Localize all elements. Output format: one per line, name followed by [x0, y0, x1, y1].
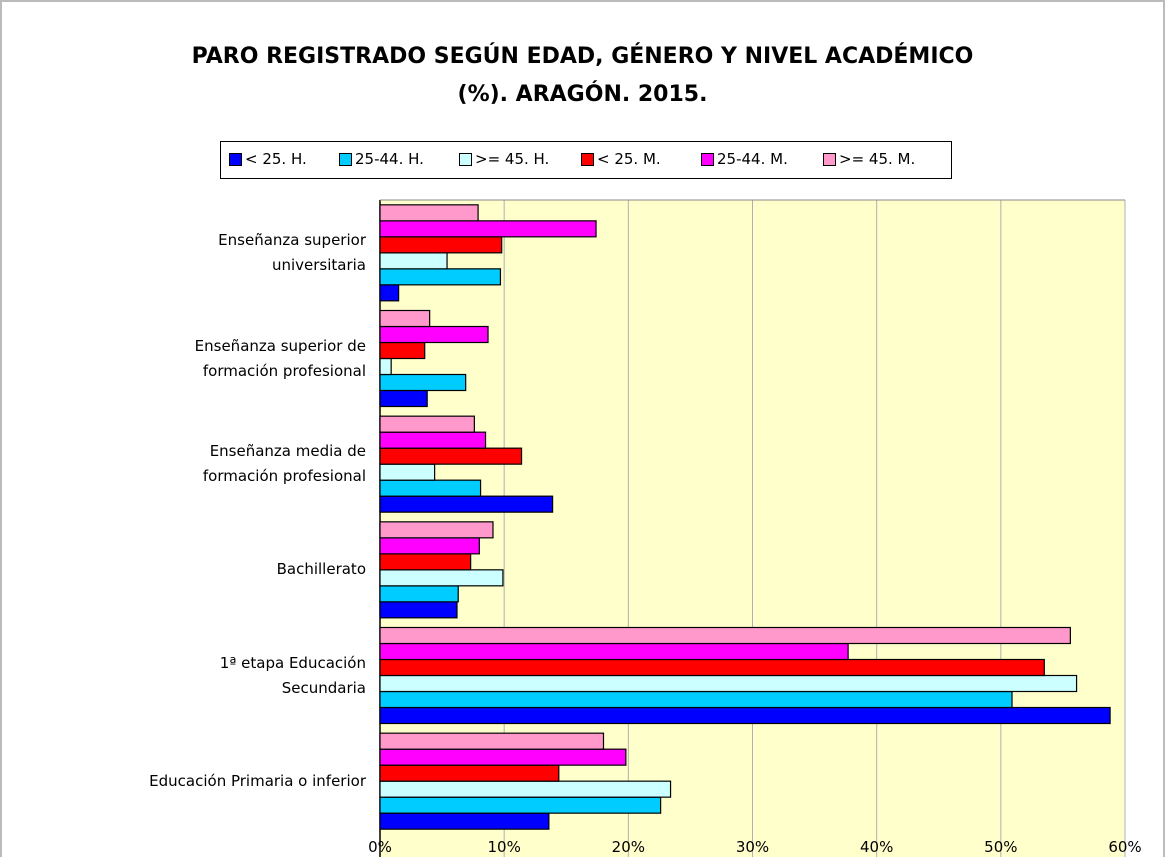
legend-swatch	[701, 152, 714, 166]
bar	[379, 463, 436, 481]
bar	[379, 447, 523, 465]
chart-title: PARO REGISTRADO SEGÚN EDAD, GÉNERO Y NIV…	[191, 44, 974, 107]
bar	[379, 690, 1013, 709]
x-tick-label: 0%	[368, 838, 392, 856]
bar	[379, 626, 1071, 645]
legend: < 25. H. 25-44. H. >= 45. H. < 25. M. 25-44.…	[220, 141, 952, 179]
bar	[379, 674, 1078, 693]
legend-label: >= 45. M.	[839, 150, 916, 168]
bar	[379, 284, 400, 302]
x-tick-label: 30%	[735, 838, 770, 856]
bar	[379, 495, 554, 513]
x-tick-label: 50%	[984, 838, 1018, 856]
bar	[379, 431, 487, 449]
bar	[379, 780, 672, 798]
y-tick-label: Enseñanza superior de formación profesio…	[194, 336, 366, 380]
bar	[379, 325, 489, 344]
legend-swatch	[339, 152, 352, 166]
x-tick-label: 20%	[611, 838, 645, 856]
bar	[379, 796, 662, 814]
bar	[379, 252, 448, 270]
legend-item: 25-44. M.	[701, 150, 788, 168]
legend-item: < 25. H.	[229, 150, 307, 168]
legend-swatch	[459, 152, 472, 166]
legend-label: < 25. M.	[597, 150, 661, 168]
bar	[379, 601, 458, 619]
legend-swatch	[823, 152, 836, 166]
bar	[379, 268, 502, 286]
y-tick-label: Educación Primaria o inferior	[149, 771, 366, 790]
legend-label: 25-44. H.	[355, 150, 424, 168]
legend-swatch	[229, 152, 242, 166]
bar	[379, 658, 1045, 677]
bar	[379, 569, 504, 587]
legend-item: >= 45. H.	[459, 150, 549, 168]
legend-label: 25-44. M.	[717, 150, 788, 168]
y-tick-label: Enseñanza media de formación profesional	[202, 442, 366, 486]
bar	[379, 764, 560, 782]
bar	[379, 309, 431, 328]
bar	[379, 220, 597, 238]
bar	[379, 341, 426, 360]
bar	[379, 585, 459, 603]
bar	[379, 812, 550, 830]
bar	[379, 236, 503, 254]
x-tick-label: 40%	[859, 838, 894, 856]
bar	[379, 204, 479, 222]
bar	[379, 706, 1111, 725]
bar	[379, 373, 467, 392]
legend-label: < 25. H.	[245, 150, 307, 168]
legend-item: 25-44. H.	[339, 150, 424, 168]
y-tick-label: Enseñanza superior universitaria	[218, 230, 366, 274]
bar	[379, 521, 494, 539]
bar	[379, 479, 482, 497]
legend-item: >= 45. M.	[823, 150, 915, 168]
x-tick-label: 60%	[1108, 838, 1142, 856]
bar	[379, 389, 428, 408]
y-tick-label: 1ª etapa Educación Secundaria	[219, 653, 366, 697]
bar	[379, 415, 475, 433]
x-tick-label: 10%	[487, 838, 521, 856]
bar	[379, 732, 605, 750]
y-tick-label: Bachillerato	[276, 560, 366, 579]
bar	[379, 553, 472, 571]
bar	[379, 357, 392, 376]
legend-item: < 25. M.	[581, 150, 661, 168]
bar	[379, 642, 849, 661]
legend-label: >= 45. H.	[475, 150, 550, 168]
legend-swatch	[581, 152, 594, 166]
bar	[379, 748, 627, 766]
bar	[379, 537, 480, 555]
